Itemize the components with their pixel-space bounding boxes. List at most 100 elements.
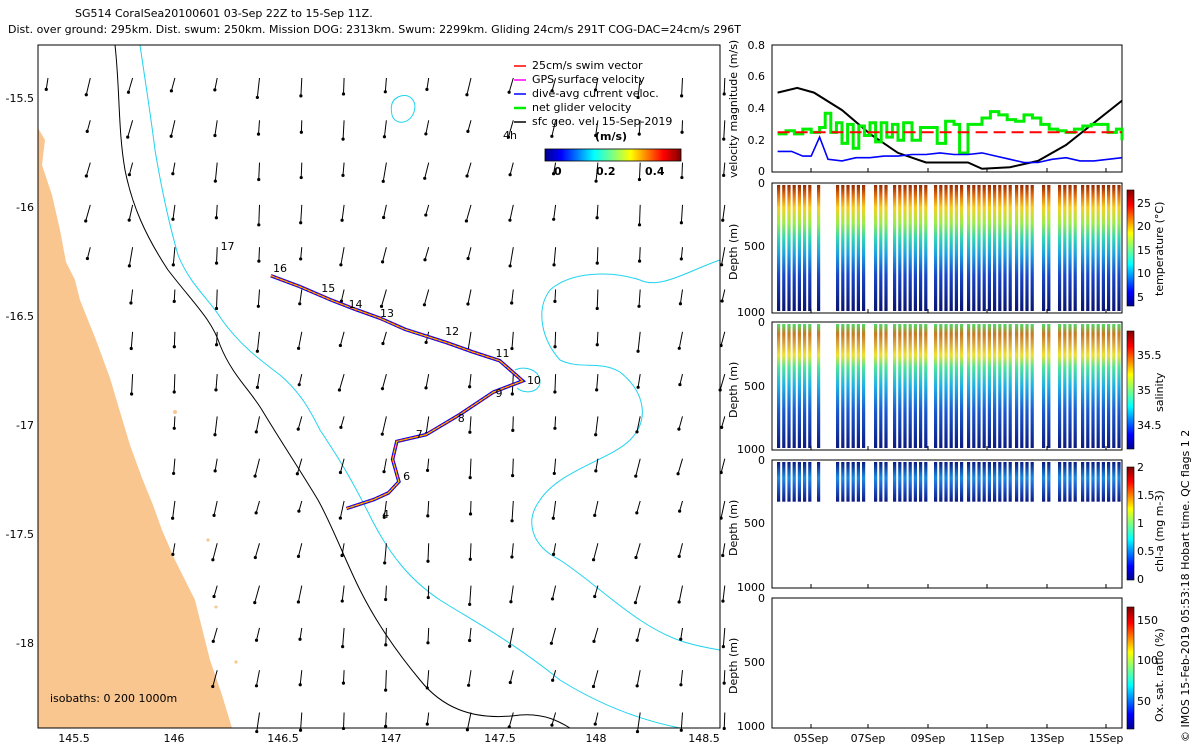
geo-vector-head [593,594,597,599]
geo-vector [298,500,303,512]
dive-profile [884,185,888,311]
geo-vector-head [679,257,683,261]
geo-vector [385,627,387,645]
track-day-label: 7 [415,427,423,441]
geo-vector-head [508,218,512,222]
geo-vector-head [171,172,175,176]
geo-vector [172,204,176,220]
geo-vector [86,247,91,259]
dive-profile [782,324,786,448]
temp-ylabel: Depth (m) [727,223,740,280]
geo-vector [381,416,387,435]
geo-vector-head [381,179,385,183]
geo-vector-head [595,343,599,347]
geo-vector [341,204,345,221]
geo-vector [173,458,176,474]
geo-vector-head [593,88,598,92]
geo-vector [638,120,641,135]
geo-vector-head [595,306,599,311]
geo-vector-head [508,644,512,648]
geo-vector [466,712,472,730]
geo-vector [723,120,726,140]
dive-profile [982,462,986,502]
vel-y-tick: 0.8 [747,39,766,52]
geo-vector-head [299,130,303,134]
geo-vector [596,247,599,264]
legend-dac: dive-avg current veloc. [532,87,659,100]
geo-vector-head [635,729,640,734]
map-x-tick: 148.5 [688,732,720,745]
geo-vector-head [468,638,472,643]
dive-profile [998,185,1002,311]
geo-vector-head [594,179,598,183]
geo-vector-head [382,515,386,519]
geo-vector [383,120,387,137]
dive-profile [1058,324,1062,448]
geo-vector [638,204,641,225]
track-day-label: 14 [348,297,363,311]
geo-vector-head [467,683,471,687]
geo-vector-head [550,723,554,727]
dive-profile [919,185,923,311]
geo-vector-head [171,217,175,221]
geo-vector [256,331,260,352]
dive-profile [846,462,850,502]
chl-cb-label: chl-a (mg m-3) [1153,490,1166,572]
dive-profile [846,324,850,448]
geo-vector [382,247,387,263]
dive-profile [1025,324,1029,448]
geo-vector-head [383,90,387,94]
geo-vector [509,204,514,221]
geo-vector-head [214,261,219,265]
geo-vector [465,204,472,222]
geo-vector [510,585,514,602]
isobath-1000m [139,44,681,729]
geo-vector-head [637,259,642,263]
geo-vector-head [635,430,639,434]
dive-profile [1063,324,1067,448]
dive-profile [803,324,807,448]
geo-vector [173,331,176,347]
geo-vector-head [257,177,261,182]
dive-profile [987,185,991,311]
geo-vector-head [172,390,176,394]
geo-vector [512,458,514,476]
sal-y-tick: 1000 [737,443,765,456]
geo-vector [508,77,514,93]
colorbar-unit: (m/s) [595,130,628,143]
geo-vector-head [341,92,346,96]
dive-profile [792,462,796,502]
dive-profile [792,324,796,448]
geo-vector [681,77,683,96]
geo-vector-head [721,599,725,603]
geo-vector [214,458,218,471]
dive-profile [913,324,917,448]
geo-vector [130,331,134,349]
geo-vector-head [680,94,684,98]
geo-vector [342,120,345,140]
geo-vector [554,289,557,302]
geo-vector [678,331,683,349]
dive-profile [913,462,917,502]
geo-vector-head [511,428,515,432]
geo-vector [722,585,726,602]
geo-vector [300,247,303,259]
geo-vector-head [553,299,557,304]
ox-y-tick: 500 [744,656,765,669]
geo-vector [680,670,683,685]
geo-vector-head [169,89,174,93]
geo-vector [382,162,387,182]
dive-profile [874,185,878,311]
dive-profile [967,462,971,502]
dive-profile [1091,324,1095,448]
geo-vector-head [212,594,216,599]
dive-profile [1020,462,1024,502]
geo-vector [299,289,303,304]
geo-vector-head [172,471,176,476]
geo-vector [341,585,345,602]
dive-profile [939,462,943,502]
dive-profile [913,185,917,311]
geo-vector-head [254,511,258,515]
dive-profile [977,462,981,502]
dive-profile [1096,462,1100,502]
